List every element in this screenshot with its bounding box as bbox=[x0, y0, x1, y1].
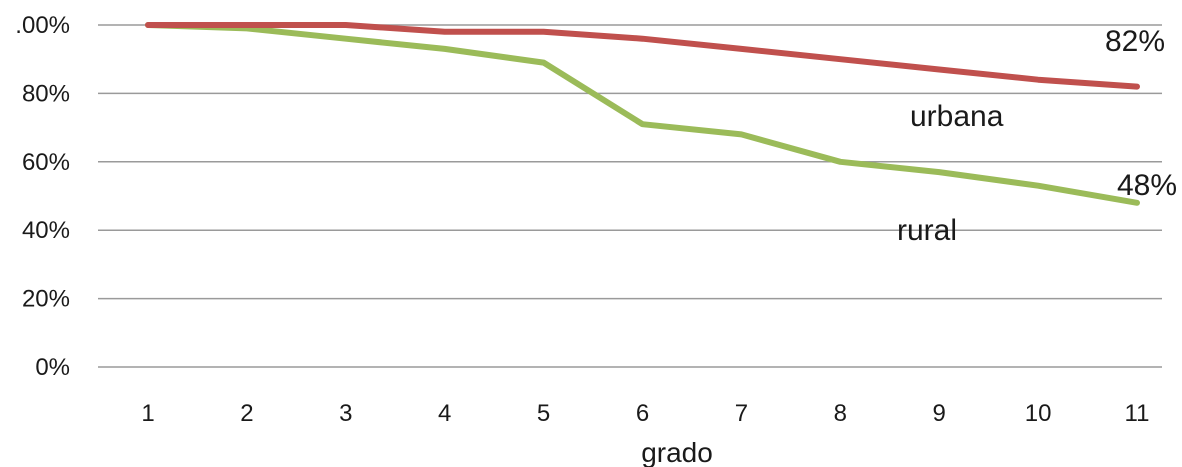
series-label-urbana: urbana bbox=[910, 100, 1004, 133]
y-axis-tick-labels: 0% 20% 40% 60% 80% .00% bbox=[15, 12, 70, 381]
y-tick-label: .00% bbox=[15, 12, 70, 39]
x-tick-label: 2 bbox=[240, 400, 253, 427]
x-tick-label: 6 bbox=[636, 400, 649, 427]
x-tick-label: 11 bbox=[1125, 400, 1150, 427]
x-tick-label: 9 bbox=[933, 400, 946, 427]
series-lines bbox=[145, 22, 1140, 206]
y-tick-label: 40% bbox=[22, 217, 70, 244]
x-axis-title: grado bbox=[641, 437, 713, 467]
series-label-rural: rural bbox=[897, 214, 957, 247]
x-tick-label: 3 bbox=[339, 400, 352, 427]
x-tick-label: 7 bbox=[735, 400, 748, 427]
x-tick-label: 4 bbox=[438, 400, 451, 427]
series-line-urbana bbox=[145, 22, 1140, 90]
y-tick-label: 80% bbox=[22, 80, 70, 107]
end-value-label-rural: 48% bbox=[1117, 169, 1177, 202]
y-tick-label: 60% bbox=[22, 149, 70, 176]
series-line-rural bbox=[145, 22, 1140, 206]
x-tick-label: 5 bbox=[537, 400, 550, 427]
x-axis-tick-labels: 1 2 3 4 5 6 7 8 9 10 11 bbox=[141, 400, 1149, 427]
y-tick-label: 20% bbox=[22, 286, 70, 313]
end-value-label-urbana: 82% bbox=[1105, 25, 1165, 58]
x-tick-label: 1 bbox=[141, 400, 154, 427]
x-tick-label: 10 bbox=[1025, 400, 1052, 427]
y-tick-label: 0% bbox=[35, 354, 70, 381]
x-tick-label: 8 bbox=[834, 400, 847, 427]
